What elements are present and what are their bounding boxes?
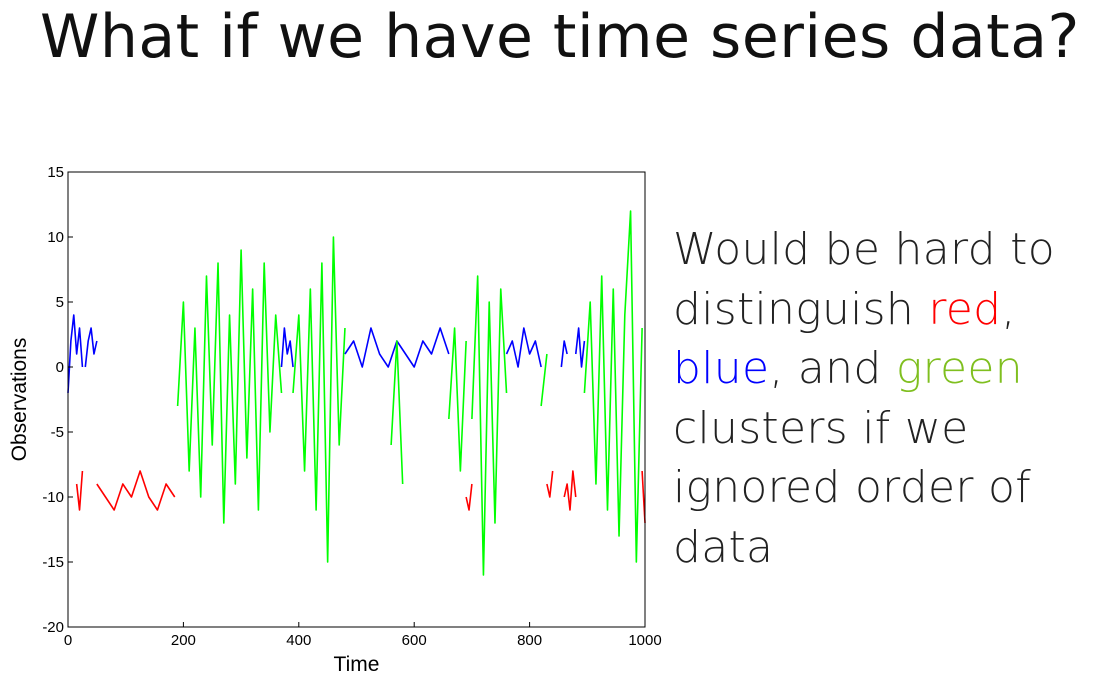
x-tick-label: 200 [171,632,196,649]
series-1-segment-2 [465,483,473,511]
series-2-segment-1 [292,236,346,563]
series-2-segment-5 [540,353,548,407]
y-tick-label: 5 [56,294,64,311]
text-line-6: data [673,521,774,573]
x-tick-label: 400 [286,632,311,649]
y-tick-label: -20 [42,619,64,636]
series-0-segment-5 [560,340,568,368]
x-axis-label: Time [334,653,380,676]
text-line-5: ignored order of [673,462,1032,513]
slide-title: What if we have time series data? [40,2,1080,72]
x-tick-label: 600 [402,632,427,649]
series-0-segment-2 [280,327,294,368]
word-blue: blue [673,343,770,394]
x-tick-label: 800 [517,632,542,649]
text-line-1: Would be hard to [673,224,1055,275]
text-and: , and [769,343,896,394]
series-1-segment-1 [96,470,176,511]
series-1-segment-3 [546,470,554,498]
series-2-segment-4 [471,275,508,576]
text-comma: , [1001,283,1016,335]
plot-frame [67,171,646,628]
axis-ticks: 0 200 400 600 800 1000 15 10 5 0 -5 -10 -15 -20 [42,164,661,649]
series-0-segment-4 [505,327,542,368]
y-tick-label: -5 [51,424,64,441]
word-green: green [895,343,1023,394]
word-red: red [928,283,1002,335]
series-1-segment-0 [75,470,84,511]
plot-marks [67,210,646,576]
series-0-segment-0 [67,314,84,394]
text-distinguish: distinguish [673,283,929,335]
y-tick-label: -15 [42,554,64,571]
series-2-segment-6 [583,210,643,563]
series-1-segment-4 [563,470,577,511]
series-2-segment-3 [448,327,467,472]
series-2-segment-2 [390,340,404,485]
y-tick-label: 0 [56,359,64,376]
y-tick-label: 15 [47,164,64,181]
text-line-3: blue, and green [673,339,1093,399]
text-line-2: distinguish red, [673,280,1093,340]
series-0-segment-1 [84,327,98,368]
y-tick-label: 10 [47,229,64,246]
y-tick-label: -10 [42,489,64,506]
x-tick-label: 0 [64,632,72,649]
text-line-4: clusters if we [673,402,969,454]
explanation-text: Would be hard to distinguish red, blue, … [673,220,1093,577]
time-series-chart: 0 200 400 600 800 1000 15 10 5 0 -5 -10 -15 -20 Time … [0,160,680,681]
y-axis-label: Observations [8,338,31,462]
series-2-segment-0 [176,249,283,524]
x-tick-label: 1000 [628,632,661,649]
series-0-segment-6 [574,327,586,368]
